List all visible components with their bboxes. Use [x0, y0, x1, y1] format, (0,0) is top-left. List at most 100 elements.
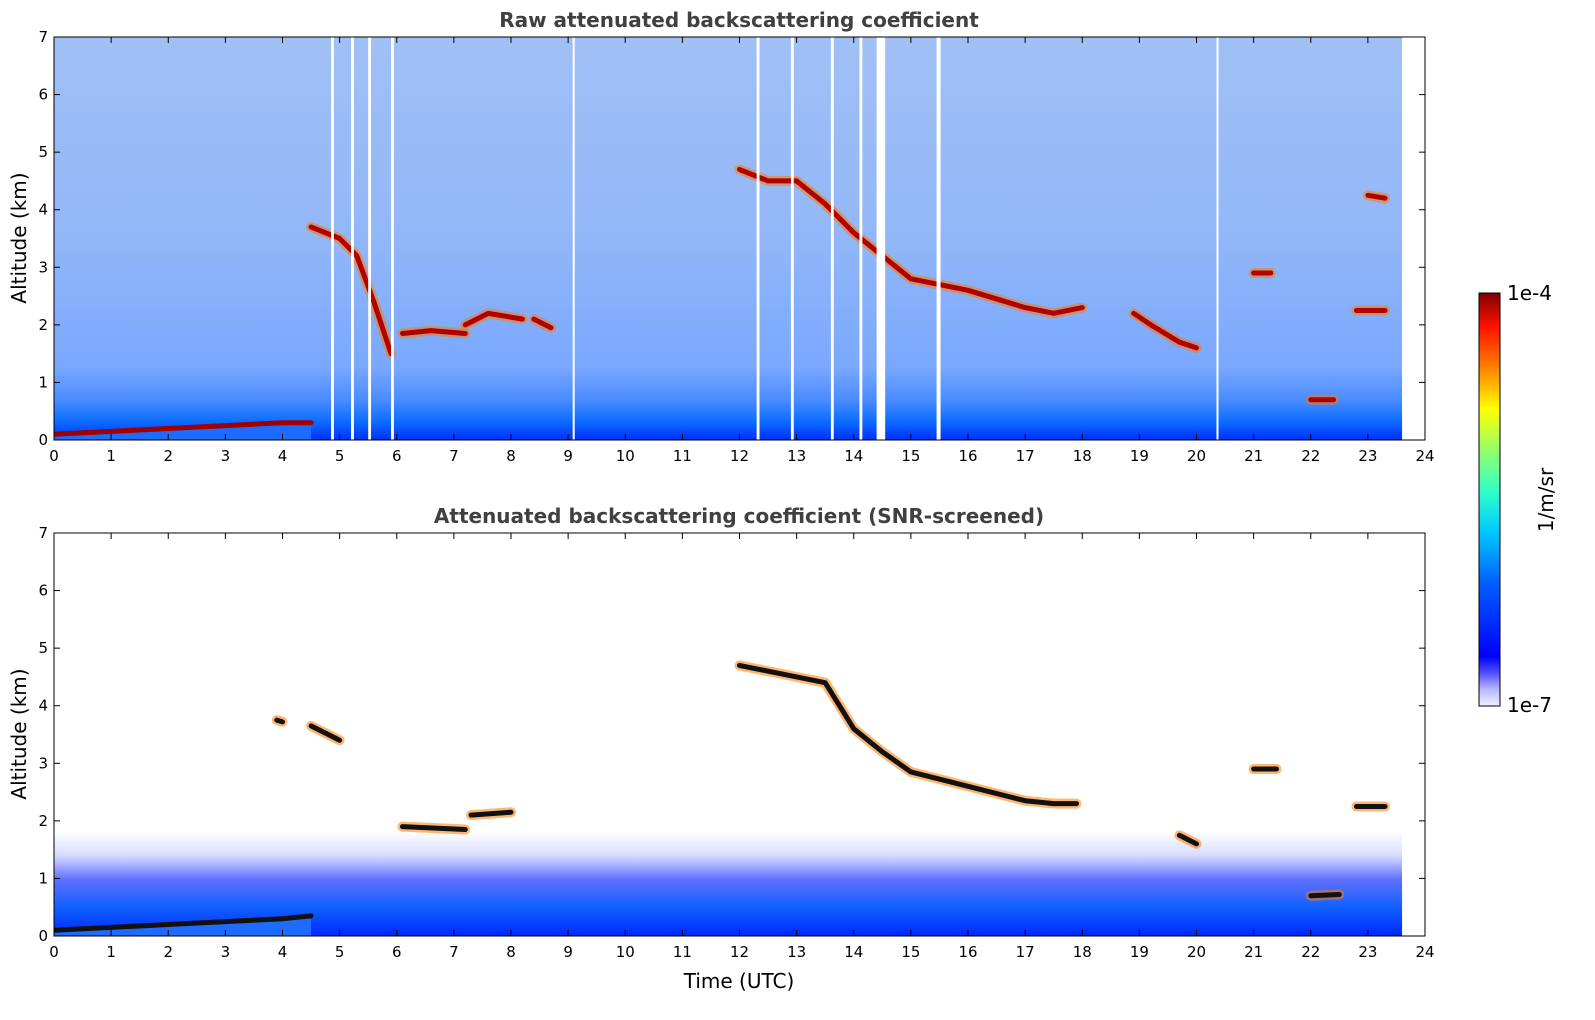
x-tick-label: 14: [844, 447, 863, 465]
x-tick-label: 18: [1073, 943, 1092, 961]
y-tick-label: 5: [38, 143, 48, 161]
no-data-region: [1402, 533, 1425, 936]
y-tick-label: 5: [38, 639, 48, 657]
cloud-layer: [737, 166, 1085, 316]
x-tick-label: 12: [730, 943, 749, 961]
y-tick-label: 3: [38, 754, 48, 772]
x-tick-label: 8: [506, 447, 516, 465]
data-gap: [876, 37, 886, 440]
x-tick-label: 21: [1244, 943, 1263, 961]
x-tick-label: 0: [49, 943, 59, 961]
x-tick-label: 8: [506, 943, 516, 961]
x-tick-label: 13: [787, 943, 806, 961]
x-tick-label: 17: [1016, 943, 1035, 961]
x-tick-label: 2: [163, 943, 173, 961]
x-tick-label: 1: [106, 943, 116, 961]
data-gap: [790, 37, 794, 440]
cloud-layer: [308, 224, 394, 357]
aerosol-top-line: [54, 420, 314, 437]
background-field: [54, 37, 1403, 440]
colorbar: 1e-4 1e-7 1/m/sr: [1478, 281, 1558, 717]
x-tick-label: 10: [616, 447, 635, 465]
data-gap: [391, 37, 394, 440]
x-tick-label: 7: [449, 943, 459, 961]
x-tick-label: 0: [49, 447, 59, 465]
y-axis-label: Altitude (km): [7, 668, 31, 799]
data-gap: [756, 37, 760, 440]
cloud-layer: [399, 824, 468, 832]
x-tick-label: 11: [673, 447, 692, 465]
y-tick-label: 2: [38, 316, 48, 334]
y-axis-label: Altitude (km): [7, 172, 31, 303]
colorbar-min-label: 1e-7: [1507, 693, 1552, 717]
cloud-layer: [399, 328, 468, 336]
x-tick-label: 15: [901, 943, 920, 961]
data-gap: [936, 37, 941, 440]
x-axis-label: Time (UTC): [683, 969, 795, 993]
x-tick-label: 7: [449, 447, 459, 465]
x-tick-label: 19: [1130, 943, 1149, 961]
data-gap: [1216, 37, 1219, 440]
y-tick-label: 6: [38, 582, 48, 600]
y-tick-label: 2: [38, 812, 48, 830]
panel-snr-screened: Attenuated backscattering coefficient (S…: [7, 504, 1435, 993]
cloud-layer: [308, 723, 343, 743]
x-tick-label: 15: [901, 447, 920, 465]
data-gap: [859, 37, 863, 440]
cloud-layer: [274, 717, 285, 725]
x-tick-label: 5: [335, 447, 345, 465]
x-tick-label: 4: [278, 447, 288, 465]
colorbar-unit-label: 1/m/sr: [1534, 467, 1558, 532]
x-tick-label: 3: [221, 447, 231, 465]
y-tick-label: 4: [38, 697, 48, 715]
x-tick-label: 21: [1244, 447, 1263, 465]
x-tick-label: 17: [1016, 447, 1035, 465]
colorbar-max-label: 1e-4: [1507, 281, 1552, 305]
heatmap-area: [54, 533, 1425, 936]
x-tick-label: 16: [958, 447, 977, 465]
x-tick-label: 14: [844, 943, 863, 961]
x-tick-label: 9: [563, 943, 573, 961]
y-tick-label: 1: [38, 373, 48, 391]
aerosol-top-line: [54, 913, 314, 933]
cloud-layer: [1365, 192, 1388, 201]
x-tick-label: 18: [1073, 447, 1092, 465]
y-tick-label: 7: [38, 524, 48, 542]
cloud-layer: [462, 310, 525, 328]
y-tick-label: 0: [38, 927, 48, 945]
x-tick-label: 1: [106, 447, 116, 465]
data-gap: [830, 37, 834, 440]
x-tick-label: 20: [1187, 943, 1206, 961]
panel-raw-backscatter: Raw attenuated backscattering coefficien…: [7, 8, 1435, 465]
data-gap: [351, 37, 354, 440]
cloud-layer: [737, 662, 1080, 807]
x-tick-label: 4: [278, 943, 288, 961]
x-tick-label: 22: [1301, 447, 1320, 465]
heatmap-area: [54, 37, 1425, 440]
x-tick-label: 24: [1415, 943, 1434, 961]
x-tick-label: 23: [1358, 943, 1377, 961]
y-tick-label: 3: [38, 258, 48, 276]
x-tick-label: 22: [1301, 943, 1320, 961]
y-tick-label: 1: [38, 869, 48, 887]
cloud-layer: [1308, 892, 1342, 899]
x-axis: 0 1 2 3 4 5 6 7 8 9 10 11 12 13 14 15 16 17 18 19 20 21 22 23 24: [49, 533, 1435, 961]
x-axis: 0 1 2 3 4 5 6 7 8 9 10 11 12 13 14 15 16 17 18 19 20 21 22 23 24: [49, 37, 1435, 465]
no-data-region: [1402, 37, 1425, 440]
x-tick-label: 23: [1358, 447, 1377, 465]
y-tick-label: 7: [38, 28, 48, 46]
x-tick-label: 6: [392, 943, 402, 961]
cloud-layer: [1131, 310, 1199, 351]
aerosol-layer: [54, 422, 312, 440]
cloud-layer: [468, 809, 514, 818]
x-tick-label: 2: [163, 447, 173, 465]
x-tick-label: 19: [1130, 447, 1149, 465]
x-tick-label: 13: [787, 447, 806, 465]
x-tick-label: 9: [563, 447, 573, 465]
data-gap: [368, 37, 372, 440]
x-tick-label: 11: [673, 943, 692, 961]
x-tick-label: 16: [958, 943, 977, 961]
y-tick-label: 6: [38, 86, 48, 104]
x-tick-label: 12: [730, 447, 749, 465]
